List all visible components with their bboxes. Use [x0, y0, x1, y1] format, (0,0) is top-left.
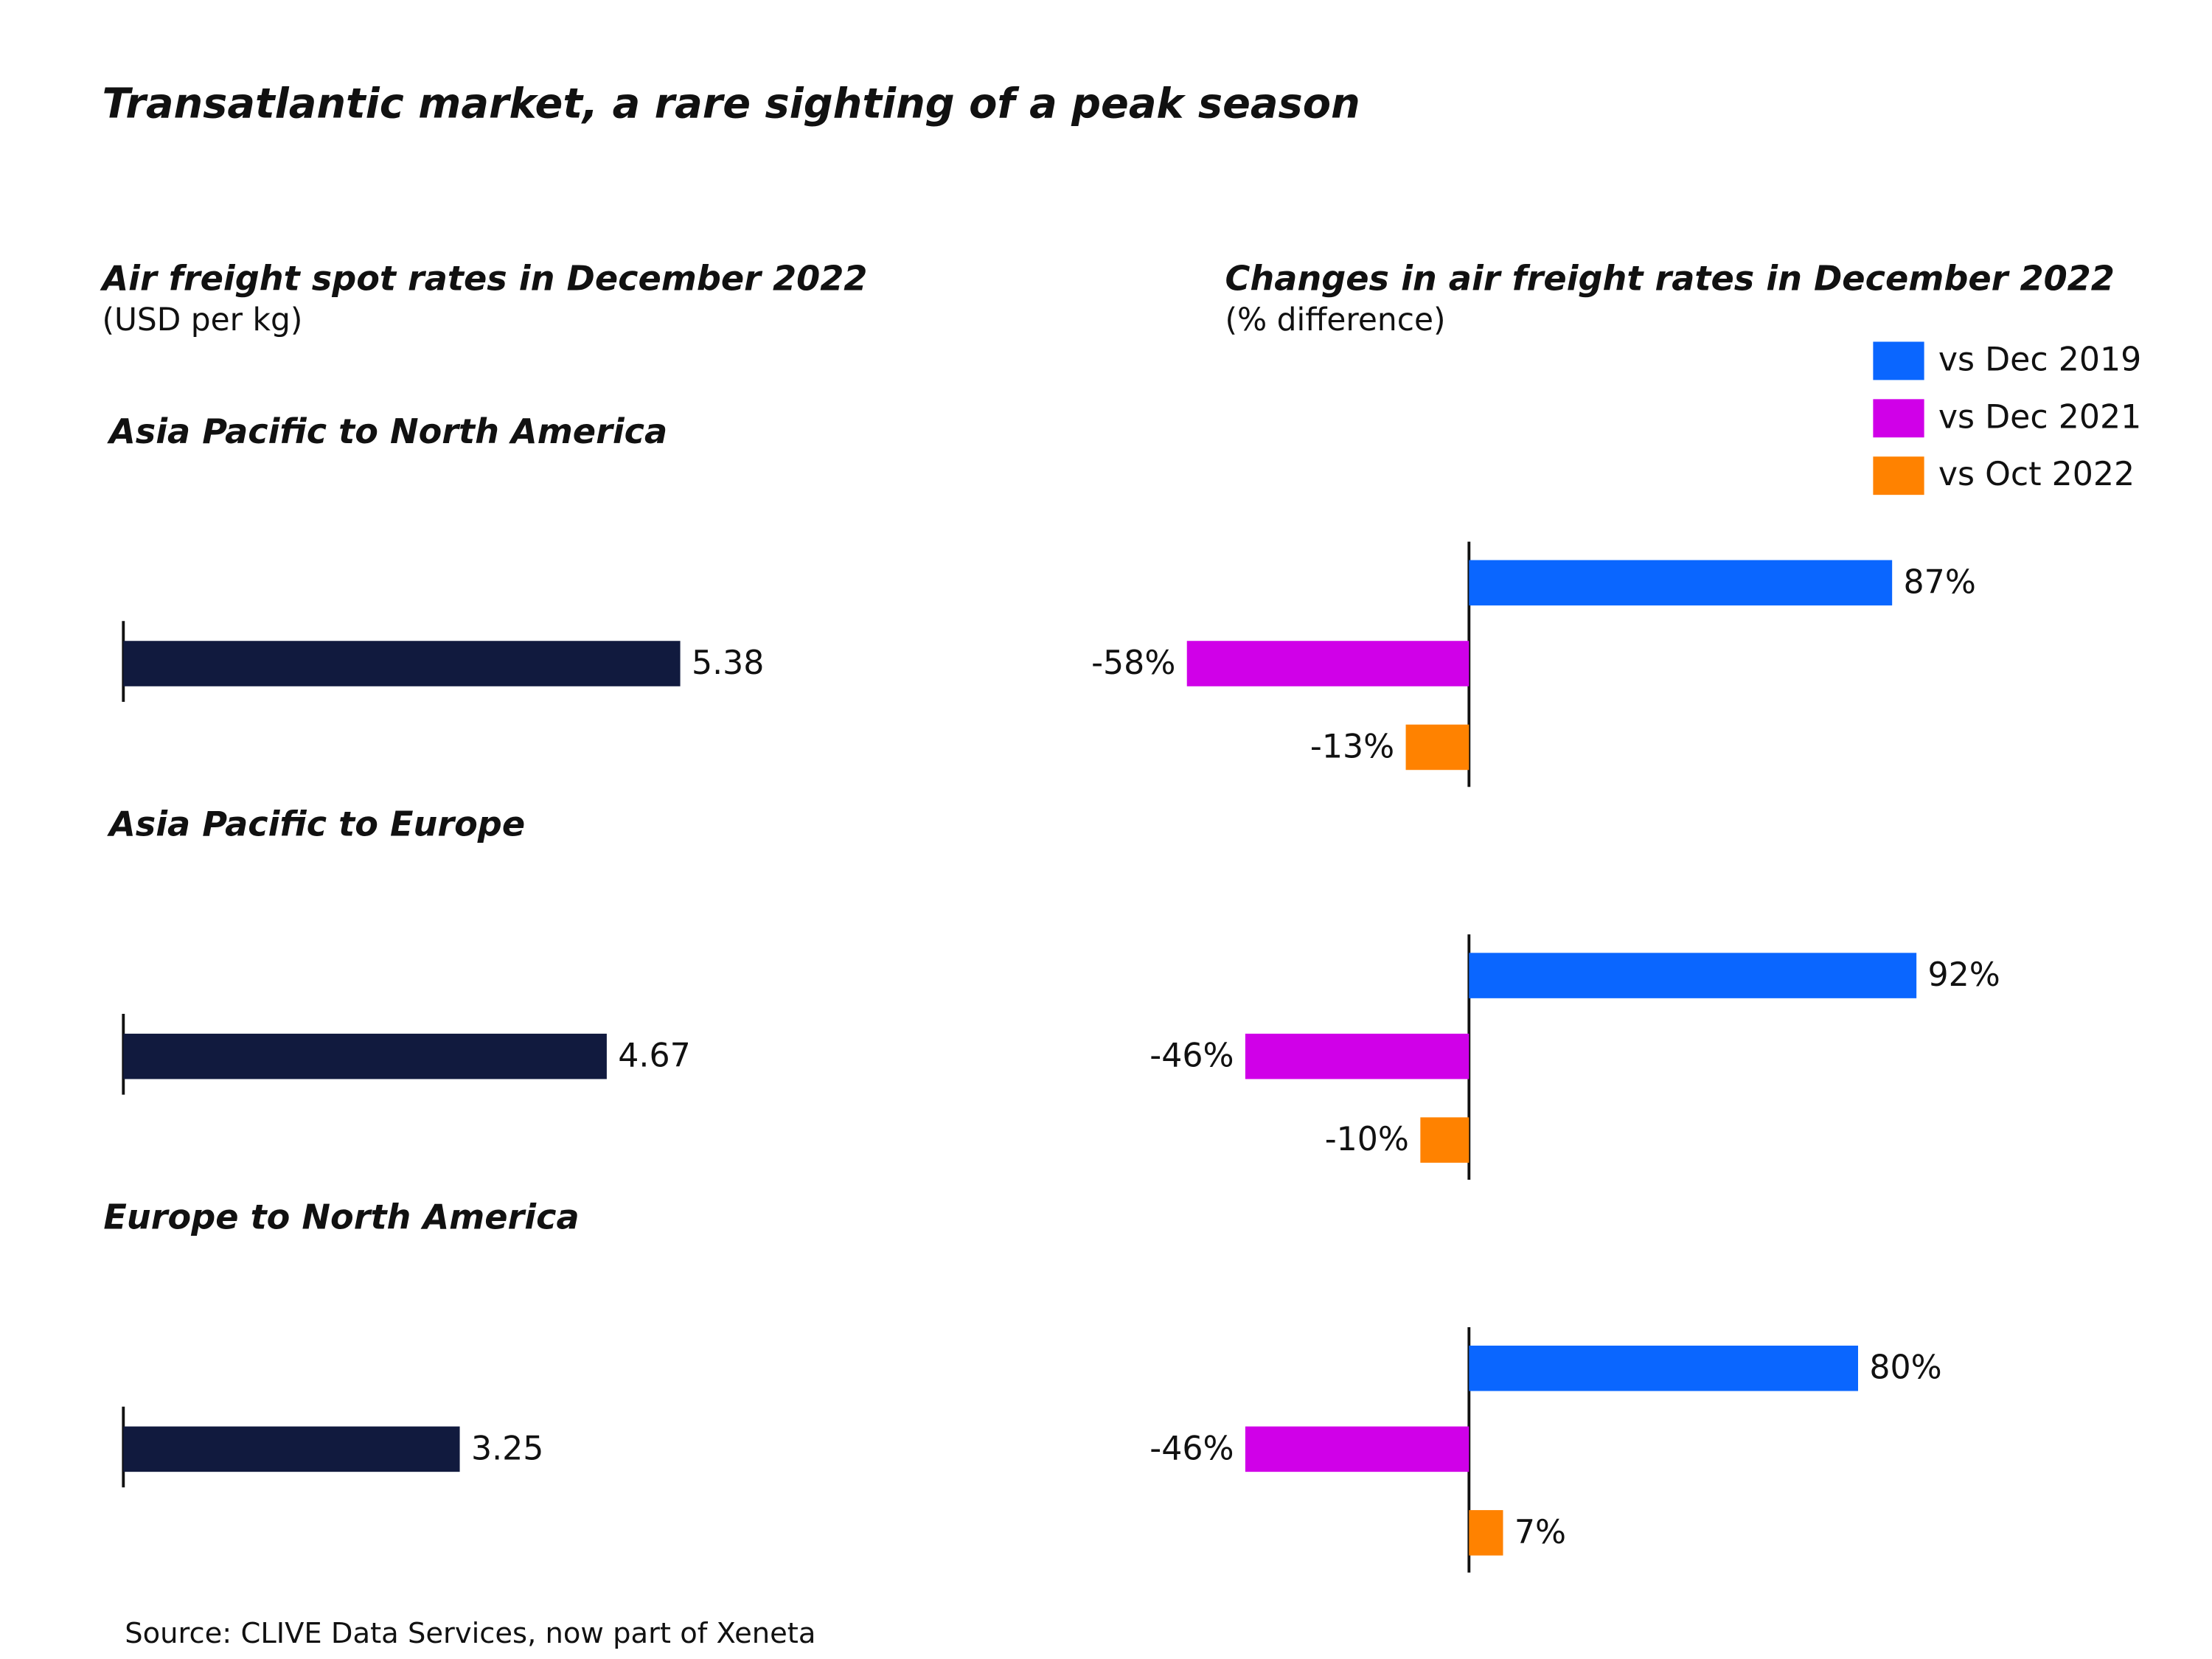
value-label: 87% [1904, 563, 1976, 601]
bar [123, 1033, 607, 1079]
value-label: 5.38 [692, 644, 764, 682]
bar [1469, 953, 1917, 998]
right-subtitle: (% difference) [1225, 302, 1446, 338]
bar [1469, 1346, 1858, 1391]
legend-swatch [1873, 456, 1924, 495]
legend-label: vs Dec 2021 [1938, 398, 2141, 436]
value-label: 7% [1514, 1514, 1566, 1551]
route-heading: Asia Pacific to North America [107, 411, 667, 451]
route-heading: Europe to North America [103, 1197, 579, 1237]
value-label: -10% [1325, 1121, 1409, 1158]
legend-swatch [1873, 399, 1924, 438]
bar [1420, 1117, 1470, 1163]
legend-label: vs Oct 2022 [1938, 456, 2135, 493]
left-title: Air freight spot rates in December 2022 [100, 258, 867, 298]
bar [123, 1426, 460, 1472]
bar [1405, 724, 1470, 771]
bar [1469, 1510, 1503, 1556]
value-label: -58% [1091, 644, 1175, 682]
bar [1469, 560, 1893, 606]
bar [123, 641, 681, 686]
value-label: -46% [1150, 1037, 1234, 1075]
source: Source: CLIVE Data Services, now part of… [125, 1617, 815, 1650]
value-label: -13% [1310, 728, 1394, 765]
bar [1245, 1426, 1470, 1472]
legend-label: vs Dec 2019 [1938, 341, 2141, 378]
legend-swatch [1873, 341, 1924, 380]
value-label: 3.25 [471, 1430, 543, 1467]
bar [1245, 1033, 1470, 1079]
right-title: Changes in air freight rates in December… [1225, 258, 2115, 298]
left-subtitle: (USD per kg) [102, 302, 302, 338]
bar [1186, 641, 1470, 686]
value-label: 92% [1928, 956, 2000, 994]
value-label: 4.67 [618, 1037, 690, 1075]
value-label: 80% [1869, 1349, 1941, 1387]
page-title: Transatlantic market, a rare sighting of… [102, 80, 1360, 128]
route-heading: Asia Pacific to Europe [107, 804, 525, 844]
value-label: -46% [1150, 1430, 1234, 1467]
